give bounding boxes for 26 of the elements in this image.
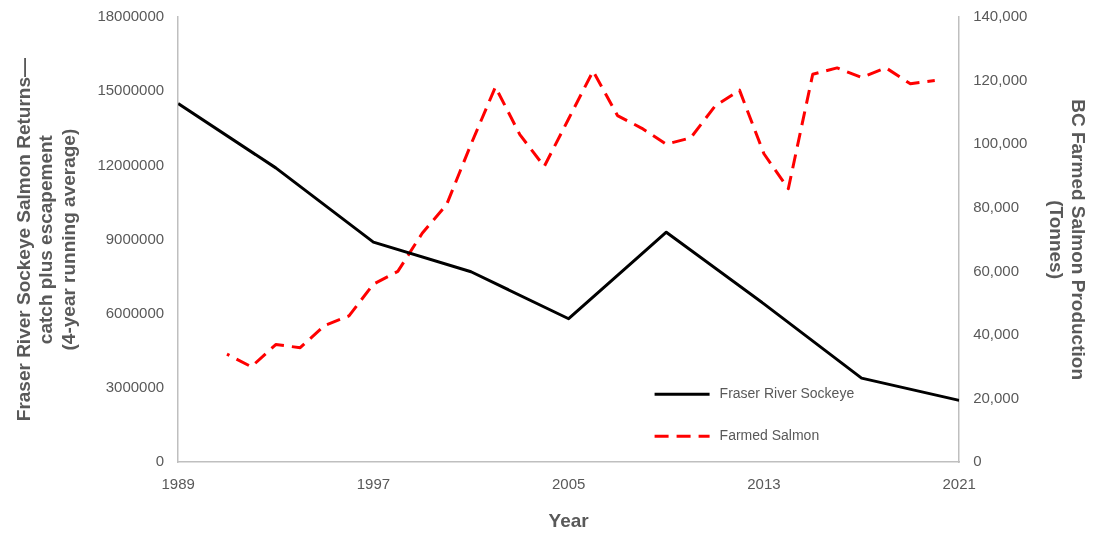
y2-tick-label: 140,000 (973, 7, 1028, 25)
y-tick-label: 18000000 (97, 7, 165, 25)
legend-label: Fraser River Sockeye (719, 385, 855, 402)
y-tick-label: 15000000 (97, 81, 165, 99)
y2-tick-label: 40,000 (973, 325, 1020, 343)
line-series (225, 66, 937, 369)
y2-tick-label: 60,000 (973, 261, 1020, 279)
y2-tick-label: 100,000 (973, 134, 1028, 152)
x-tick-label: 1989 (161, 475, 195, 493)
y-tick-label: 12000000 (97, 155, 165, 173)
y2-tick-label: 80,000 (973, 197, 1020, 215)
y-tick-label: 0 (155, 452, 165, 470)
y2-axis-title: BC Farmed Salmon Production (Tonnes) (1045, 99, 1090, 381)
y2-tick-label: 20,000 (973, 388, 1020, 406)
y-tick-label: 6000000 (105, 303, 165, 321)
y-tick-label: 9000000 (105, 229, 165, 247)
y2-tick-label: 120,000 (973, 70, 1028, 88)
x-axis-title: Year (548, 509, 590, 531)
legend-label: Farmed Salmon (719, 427, 820, 444)
x-tick-label: 1997 (356, 475, 391, 493)
x-tick-label: 2013 (747, 475, 781, 493)
y-axis-title: Fraser River Sockeye Salmon Returns— catch plus escapement (4-year running average) (12, 57, 80, 422)
y2-tick-label: 0 (973, 452, 982, 470)
x-tick-label: 2005 (551, 475, 586, 493)
y-tick-label: 3000000 (105, 378, 165, 396)
x-tick-label: 2021 (942, 475, 976, 493)
